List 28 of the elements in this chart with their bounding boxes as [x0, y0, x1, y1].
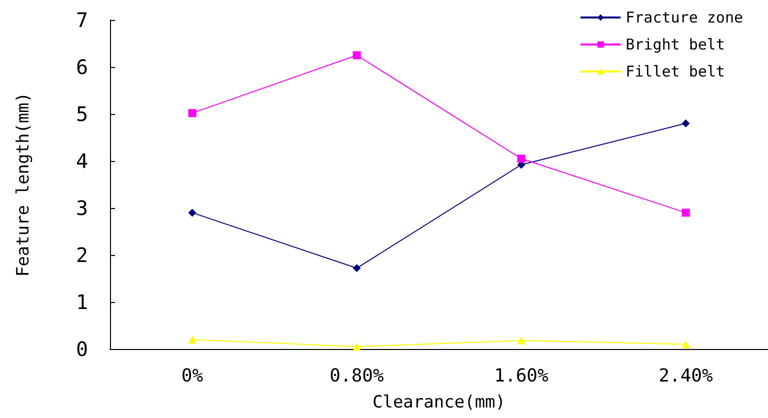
point [352, 342, 361, 351]
legend-label: Bright belt [626, 36, 725, 54]
x-tick-label: 0% [181, 366, 204, 386]
point [352, 264, 361, 272]
point [188, 109, 196, 118]
y-tick-label: 2 [76, 243, 88, 267]
x-tick-label: 0.80% [330, 366, 384, 386]
legend-label: Fillet belt [626, 62, 725, 80]
point [682, 119, 690, 128]
x-axis-title: Clearance(mm) [372, 392, 506, 412]
x-tick-label: 2.40% [658, 366, 714, 386]
point [352, 51, 361, 60]
y-axis-title: Feature length(mm) [14, 92, 34, 277]
y-tick-label: 0 [76, 337, 88, 361]
point [682, 208, 690, 217]
y-tick-label: 6 [76, 55, 88, 79]
point [188, 208, 196, 217]
point [188, 336, 196, 344]
x-tick-label: 1.60% [494, 366, 549, 386]
point [517, 336, 526, 345]
point [682, 340, 690, 348]
legend-label: Fracture zone [626, 8, 744, 26]
y-tick-label: 3 [76, 196, 88, 220]
point [517, 154, 526, 163]
y-tick-label: 5 [76, 102, 88, 126]
y-tick-label: 1 [76, 290, 88, 314]
y-tick-label: 4 [76, 149, 88, 173]
y-tick-label: 7 [76, 8, 88, 32]
